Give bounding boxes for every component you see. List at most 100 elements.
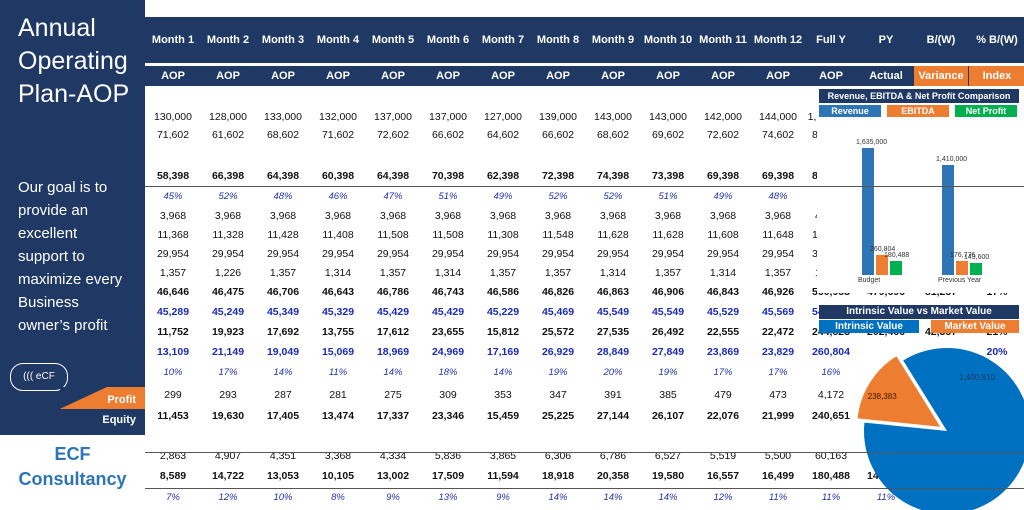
table-cell: 3,968 [599, 210, 627, 222]
table-cell: 12% [218, 492, 238, 503]
column-header: Month 6 [426, 34, 470, 46]
table-cell: 52% [548, 191, 568, 202]
table-cell: 60,398 [321, 170, 355, 182]
table-cell: 66,602 [431, 129, 465, 141]
table-cell: 4,334 [379, 450, 407, 462]
column-header: % B/(W) [976, 34, 1018, 46]
table-cell: 46% [328, 191, 348, 202]
table-row: 13,109 21,149 19,049 15,069 18,969 24,969 17,1… [145, 344, 1024, 360]
table-cell: 5,836 [434, 450, 462, 462]
table-cell: 74,398 [596, 170, 630, 182]
bar-ebitda [876, 254, 888, 275]
table-cell: 73,398 [651, 170, 685, 182]
table-cell: 11,648 [762, 229, 794, 241]
table-cell: 66,398 [211, 170, 245, 182]
company-name-line: Consultancy [18, 469, 127, 489]
table-cell: 17,612 [376, 326, 410, 338]
table-cell: 16,557 [706, 470, 740, 482]
table-cell: 46,926 [761, 286, 795, 298]
ecf-logo: ((( eCF [10, 363, 68, 391]
table-cell: 68,602 [266, 129, 300, 141]
table-cell: 45,529 [706, 306, 740, 318]
column-subheader: AOP [436, 70, 460, 82]
column-header: Full Y [816, 34, 846, 46]
pie-slice-market-value [857, 356, 941, 427]
table-cell: 29,954 [596, 248, 630, 260]
table-cell: 13% [438, 492, 458, 503]
goal-line: provide an [18, 202, 89, 219]
column-subheader: AOP [161, 70, 185, 82]
table-cell: 47% [383, 191, 403, 202]
table-cell: 61,602 [211, 129, 245, 141]
table-cell: 19,580 [651, 470, 685, 482]
table-cell: 28,849 [596, 346, 630, 358]
table-cell: 46,843 [706, 286, 740, 298]
table-cell: 23,346 [431, 410, 465, 422]
table-cell: 5,519 [709, 450, 737, 462]
table-cell: 1,357 [379, 267, 407, 279]
category-label: Budget [858, 277, 881, 284]
table-cell: 13,474 [321, 410, 355, 422]
table-cell: 26,107 [651, 410, 685, 422]
table-cell: 130,000 [154, 111, 192, 123]
table-cell: 260,804 [812, 346, 850, 358]
table-cell: 11,594 [487, 470, 519, 482]
column-header: Month 2 [206, 34, 250, 46]
column-subheader-row: AOP AOP AOP AOP AOP AOP AOP AOP AOP AOP AOP AOP AOP A… [145, 66, 1024, 86]
table-cell: 68,602 [596, 129, 630, 141]
table-cell: 26,929 [541, 346, 575, 358]
table-cell: 1,314 [324, 267, 352, 279]
plan-title-line: Operating [18, 47, 128, 75]
chart-title: Revenue, EBITDA & Net Profit Comparison [819, 89, 1019, 103]
table-cell: 51% [438, 191, 458, 202]
table-cell: 18,918 [541, 470, 575, 482]
table-cell: 69,398 [761, 170, 795, 182]
table-cell: 7% [166, 492, 180, 503]
table-cell: 13,755 [321, 326, 355, 338]
table-cell: 46,863 [596, 286, 630, 298]
table-cell: 142,000 [704, 111, 742, 123]
table-cell: 52% [218, 191, 238, 202]
table-cell: 49% [493, 191, 513, 202]
table-cell: 3,968 [159, 210, 187, 222]
table-cell: 64,398 [376, 170, 410, 182]
table-cell: 46,643 [321, 286, 355, 298]
table-cell: 10% [163, 367, 183, 378]
table-cell: 45,549 [651, 306, 685, 318]
table-cell: 21,149 [211, 346, 245, 358]
table-cell: 27,849 [651, 346, 685, 358]
table-cell: 1,314 [599, 267, 627, 279]
company-name: ECF Consultancy [0, 442, 145, 492]
table-cell: 45,229 [486, 306, 520, 318]
table-cell: 15,812 [486, 326, 520, 338]
equity-label: Equity [102, 414, 136, 426]
category-label: Previous Year [938, 277, 982, 284]
table-cell: 1,357 [544, 267, 572, 279]
row-separator [145, 452, 1024, 453]
table-cell: 27,535 [596, 326, 630, 338]
table-cell: 27,144 [596, 410, 630, 422]
table-cell: 45,289 [156, 306, 190, 318]
column-subheader: AOP [601, 70, 625, 82]
table-cell: 6,786 [599, 450, 627, 462]
table-cell: 5,500 [764, 450, 792, 462]
table-row: 11,752 19,923 17,692 13,755 17,612 23,655 15,8… [145, 324, 1024, 340]
table-cell: 29,954 [321, 248, 355, 260]
table-cell: 1,357 [159, 267, 187, 279]
column-subheader: AOP [271, 70, 295, 82]
table-cell: 6,527 [654, 450, 682, 462]
table-cell: 29,954 [706, 248, 740, 260]
plan-title-line: Annual [18, 14, 96, 42]
table-row: 299 293 287 281 275 309 353 347 391 385 479 473 4,17… [145, 387, 1024, 403]
table-cell: 66,602 [541, 129, 575, 141]
table-cell: 479 [714, 389, 732, 401]
table-cell: 2,863 [159, 450, 187, 462]
table-cell: 3,968 [324, 210, 352, 222]
table-cell: 132,000 [319, 111, 357, 123]
column-subheader: AOP [546, 70, 570, 82]
table-cell: 391 [604, 389, 622, 401]
column-subheader: AOP [766, 70, 790, 82]
plan-title-line: Plan-AOP [18, 80, 130, 108]
table-cell: 299 [164, 389, 182, 401]
data-label: 1,635,000 [856, 138, 888, 146]
